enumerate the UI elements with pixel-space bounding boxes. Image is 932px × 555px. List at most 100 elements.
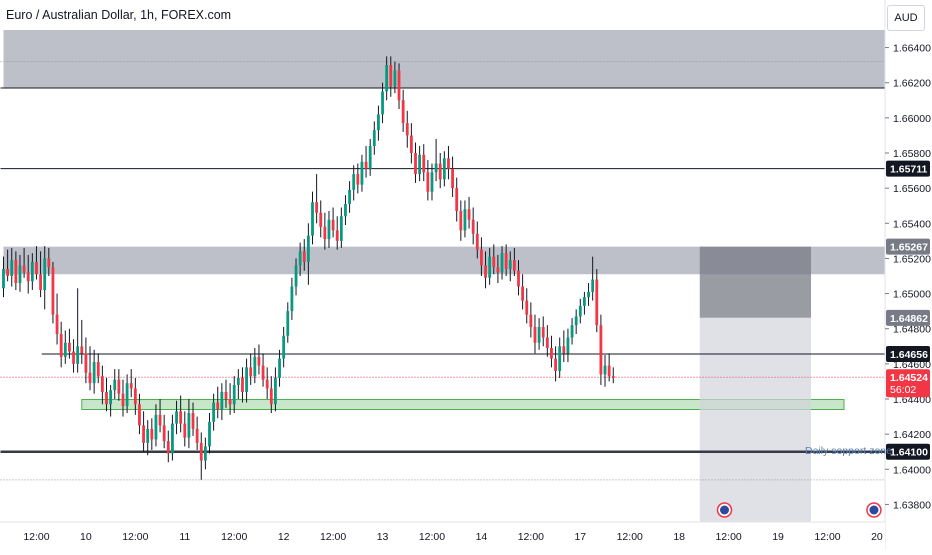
candle-body-23 xyxy=(96,362,100,377)
price-label-bg-3 xyxy=(886,346,930,363)
candle-body-45 xyxy=(187,413,191,438)
candle-body-120 xyxy=(496,267,500,273)
candle-body-33 xyxy=(138,404,141,426)
x-tick-label-5: 12 xyxy=(278,531,290,543)
candle-body-107 xyxy=(442,158,446,180)
candle-body-19 xyxy=(80,346,84,354)
candle-body-50 xyxy=(208,421,211,447)
candle-body-130 xyxy=(537,326,541,343)
x-tick-label-12: 12:00 xyxy=(617,531,643,543)
candle-body-17 xyxy=(72,351,75,364)
candle-body-27 xyxy=(113,379,117,391)
candle-body-7 xyxy=(30,261,34,282)
time-axis-bg xyxy=(0,522,885,550)
candle-body-61 xyxy=(253,356,257,377)
candle-body-96 xyxy=(397,70,401,101)
x-tick-label-6: 12:00 xyxy=(320,531,346,543)
candle-body-89 xyxy=(368,145,372,169)
x-tick-label-17: 20 xyxy=(871,531,883,543)
candle-body-142 xyxy=(587,291,590,298)
candle-body-114 xyxy=(471,219,475,234)
candle-body-44 xyxy=(183,423,187,438)
price-label-1: 1.65267 xyxy=(890,242,928,254)
candle-body-0 xyxy=(2,268,5,289)
event-flag-icon-1 xyxy=(869,505,879,515)
x-tick-label-14: 12:00 xyxy=(715,531,741,543)
candle-body-37 xyxy=(154,414,158,440)
currency-button[interactable]: AUD xyxy=(887,5,925,31)
candle-body-41 xyxy=(171,423,174,454)
x-tick-label-9: 14 xyxy=(476,531,488,543)
candle-body-94 xyxy=(389,65,393,87)
candle-body-132 xyxy=(545,337,549,349)
candle-body-141 xyxy=(583,297,586,306)
candle-body-12 xyxy=(51,267,55,315)
y-tick-label-11: 1.64200 xyxy=(893,429,931,441)
candle-body-122 xyxy=(504,253,508,269)
candle-body-59 xyxy=(245,367,248,392)
candle-body-86 xyxy=(356,174,360,185)
y-tick-label-8: 1.64800 xyxy=(893,324,931,336)
candle-body-85 xyxy=(352,174,356,190)
candle-body-28 xyxy=(117,379,121,394)
price-label-bg-0 xyxy=(886,160,930,177)
x-tick-label-3: 11 xyxy=(179,531,190,543)
candle-body-1 xyxy=(6,268,10,276)
candle-body-146 xyxy=(603,365,607,375)
candle-body-29 xyxy=(121,393,125,407)
candle-body-93 xyxy=(385,65,389,92)
candle-body-56 xyxy=(232,384,236,405)
candle-body-6 xyxy=(26,272,30,282)
zones-layer xyxy=(3,30,885,522)
price-label-4: 1.64524 xyxy=(890,372,928,384)
x-tick-label-11: 17 xyxy=(574,531,586,543)
candle-body-117 xyxy=(484,265,487,278)
candle-body-147 xyxy=(607,365,611,377)
position-stop-box[interactable] xyxy=(699,246,812,318)
x-tick-label-7: 13 xyxy=(377,531,389,543)
candle-body-123 xyxy=(508,260,512,269)
candle-body-42 xyxy=(175,411,178,424)
y-tick-label-3: 1.65800 xyxy=(893,148,931,160)
candle-body-70 xyxy=(290,286,294,312)
price-label-2: 1.64862 xyxy=(890,313,928,325)
price-label-3: 1.64656 xyxy=(890,349,928,361)
zone-0 xyxy=(3,30,885,88)
candle-body-13 xyxy=(55,314,59,334)
price-label-5: 1.64100 xyxy=(890,447,928,459)
candle-body-144 xyxy=(595,279,599,326)
candle-body-25 xyxy=(105,391,108,405)
position-target-box[interactable] xyxy=(699,317,812,522)
y-tick-label-13: 1.63800 xyxy=(893,499,931,511)
candle-body-81 xyxy=(335,230,339,241)
candle-body-32 xyxy=(133,388,137,405)
price-label-bg-1 xyxy=(886,238,930,255)
candle-body-18 xyxy=(76,346,80,364)
candle-body-139 xyxy=(574,316,578,326)
candle-body-87 xyxy=(360,161,364,185)
x-tick-label-15: 19 xyxy=(772,531,784,543)
candle-body-121 xyxy=(500,253,504,273)
candle-body-48 xyxy=(199,442,203,461)
candle-body-115 xyxy=(475,233,479,250)
candle-body-91 xyxy=(377,114,380,131)
price-axis: 1.66400 1.66200 1.66000 1.65800 1.65600 1.654… xyxy=(884,0,932,550)
candle-body-101 xyxy=(418,154,422,175)
candle-body-116 xyxy=(480,249,483,266)
candle-body-113 xyxy=(467,209,471,220)
x-tick-label-13: 18 xyxy=(673,531,685,543)
candle-body-20 xyxy=(84,353,88,373)
candle-body-10 xyxy=(43,258,47,291)
x-tick-label-2: 12:00 xyxy=(122,531,148,543)
candle-body-22 xyxy=(92,362,96,384)
candle-body-136 xyxy=(562,346,566,354)
candle-body-133 xyxy=(550,348,553,359)
price-label-bg-5 xyxy=(886,443,930,460)
candle-body-57 xyxy=(236,377,240,385)
candle-body-134 xyxy=(554,358,557,371)
candle-body-14 xyxy=(59,333,63,357)
candle-body-79 xyxy=(327,219,331,240)
candle-body-9 xyxy=(39,274,42,291)
